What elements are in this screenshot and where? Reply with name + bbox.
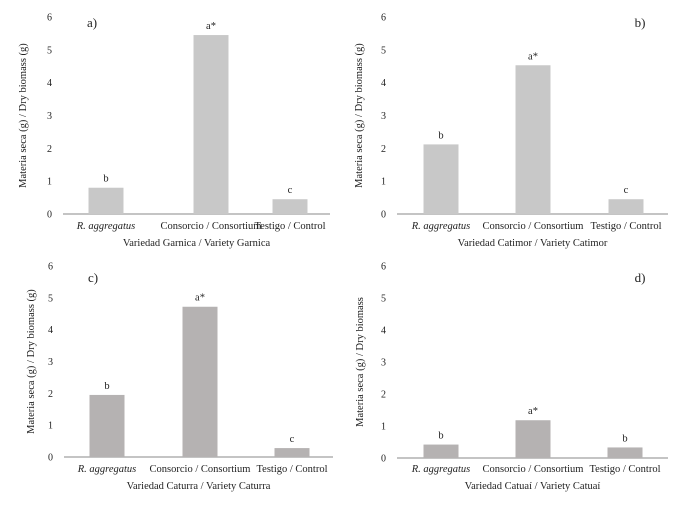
panel-1-bar-1 (88, 187, 124, 214)
panel-4-y-tick-label: 1 (381, 422, 386, 433)
panel-4-y-tick-label: 6 (381, 262, 386, 273)
panel-3-y-tick-label: 6 (48, 262, 53, 273)
panel-2-x-axis-title: Variedad Catimor / Variety Catimor (458, 238, 608, 249)
panel-3-y-tick-label: 5 (48, 293, 53, 304)
panel-4-category-label: Consorcio / Consortium (483, 464, 584, 475)
panel-2-y-tick-label: 1 (381, 177, 386, 188)
panel-3-bar-1 (89, 394, 125, 457)
panel-3-bar-data-label: b (104, 381, 109, 392)
panel-1-category-label: Testigo / Control (254, 221, 325, 232)
panel-1-y-tick-label: 4 (47, 78, 52, 89)
panel-3-bar-2 (182, 306, 218, 457)
panel-4-x-axis-title: Variedad Catuaí / Variety Catuaí (465, 481, 601, 492)
panel-4-y-tick-label: 2 (381, 390, 386, 401)
panel-1-y-tick-label: 5 (47, 45, 52, 56)
panel-4-category-label: R. aggregatus (411, 464, 471, 475)
panel-1-y-tick-label: 3 (47, 111, 52, 122)
panel-3-bar-3 (274, 448, 310, 457)
panel-2-panel-label: b) (635, 15, 646, 30)
panel-4-panel-label: d) (635, 270, 646, 285)
panel-1-y-tick-label: 1 (47, 177, 52, 188)
panel-4-y-axis-title: Materia seca (g) / Dry biomass (355, 297, 366, 427)
panel-4-y-tick-label: 0 (381, 454, 386, 465)
panel-2-bar-3 (608, 199, 644, 214)
panel-1-x-axis-title: Variedad Garnica / Variety Garnica (123, 238, 271, 249)
panel-2-y-tick-label: 4 (381, 78, 386, 89)
panel-2-bar-data-label: c (624, 185, 629, 196)
panel-2-bar-1 (423, 144, 459, 214)
panel-2-category-label: Consorcio / Consortium (483, 221, 584, 232)
panel-1-y-tick-label: 0 (47, 210, 52, 221)
panel-2-y-tick-label: 6 (381, 13, 386, 24)
panel-1-y-axis-title: Materia seca (g) / Dry biomass (g) (18, 43, 29, 188)
panel-1-y-tick-label: 6 (47, 13, 52, 24)
panel-1-bar-data-label: c (288, 185, 293, 196)
panel-4-category-label: Testigo / Control (589, 464, 660, 475)
panel-2-y-tick-label: 0 (381, 210, 386, 221)
panel-1-bar-data-label: a* (206, 21, 216, 32)
panel-4-bar-2 (515, 420, 551, 458)
panel-3-y-tick-label: 0 (48, 453, 53, 464)
panel-1-category-label: Consorcio / Consortium (161, 221, 262, 232)
panel-2-y-tick-label: 5 (381, 45, 386, 56)
panel-2-y-tick-label: 3 (381, 111, 386, 122)
panel-2-category-label: R. aggregatus (411, 221, 471, 232)
panel-1-panel-label: a) (87, 15, 97, 30)
panel-3-category-label: Consorcio / Consortium (150, 464, 251, 475)
panel-3-x-axis-title: Variedad Caturra / Variety Caturra (127, 481, 271, 492)
panel-3-category-label: Testigo / Control (256, 464, 327, 475)
panel-1-y-tick-label: 2 (47, 144, 52, 155)
panel-4-bar-1 (423, 444, 459, 458)
panel-3-y-axis-title: Materia seca (g) / Dry biomass (g) (26, 289, 37, 434)
panel-4-y-tick-label: 3 (381, 358, 386, 369)
panel-4-bar-data-label: a* (528, 406, 538, 417)
panel-1-bar-data-label: b (103, 174, 108, 185)
panel-1-bar-3 (272, 199, 308, 214)
panel-3-bar-data-label: c (290, 434, 295, 445)
panel-3-panel-label: c) (88, 270, 98, 285)
panel-2-bar-data-label: b (438, 130, 443, 141)
panel-2-bar-2 (515, 65, 551, 214)
panel-2-category-label: Testigo / Control (590, 221, 661, 232)
panel-1-category-label: R. aggregatus (76, 221, 136, 232)
panel-2-y-axis-title: Materia seca (g) / Dry biomass (g) (354, 43, 365, 188)
panel-4-y-tick-label: 5 (381, 294, 386, 305)
panel-3-category-label: R. aggregatus (77, 464, 137, 475)
panel-3-bar-data-label: a* (195, 293, 205, 304)
panel-3-y-tick-label: 3 (48, 357, 53, 368)
panel-2-y-tick-label: 2 (381, 144, 386, 155)
panel-4-bar-data-label: b (438, 431, 443, 442)
panel-3-y-tick-label: 4 (48, 325, 53, 336)
panel-3-y-tick-label: 2 (48, 389, 53, 400)
panel-4-bar-3 (607, 447, 643, 458)
panel-3-y-tick-label: 1 (48, 421, 53, 432)
panel-2-bar-data-label: a* (528, 51, 538, 62)
panel-1-bar-2 (193, 35, 229, 214)
panel-4-y-tick-label: 4 (381, 326, 386, 337)
panel-4-bar-data-label: b (622, 433, 627, 444)
